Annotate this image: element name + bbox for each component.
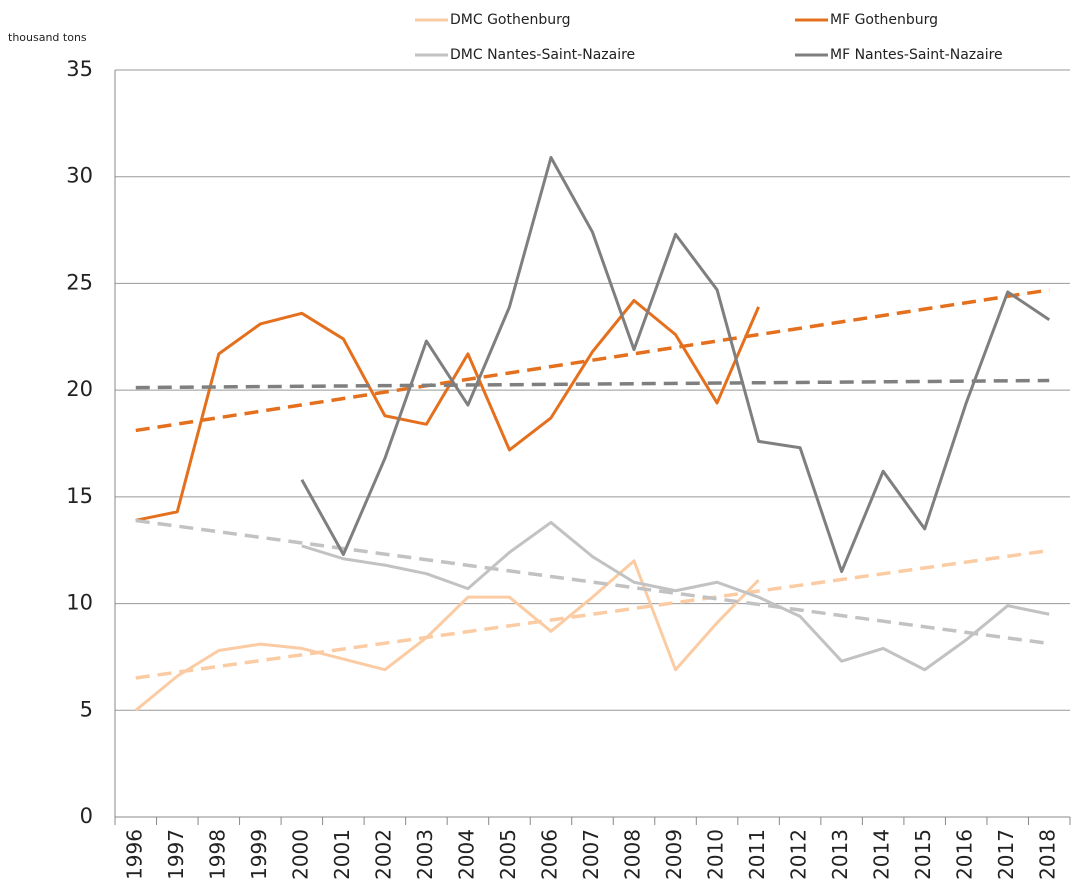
y-tick-label: 5 <box>80 697 93 721</box>
legend-label: DMC Gothenburg <box>450 12 571 28</box>
y-tick-label: 10 <box>66 591 93 615</box>
y-tick-label: 15 <box>66 484 93 508</box>
x-tick-label: 2018 <box>1036 829 1060 880</box>
trend-line <box>135 378 1050 390</box>
x-tick-label: 2003 <box>413 829 437 880</box>
x-tick-label: 2011 <box>745 829 769 880</box>
x-tick-label: 1999 <box>247 829 271 880</box>
y-tick-label: 30 <box>66 164 93 188</box>
y-tick-label: 20 <box>66 377 93 401</box>
series-line <box>135 299 760 522</box>
trend-line <box>135 548 1050 680</box>
series-line <box>301 520 1050 672</box>
x-tick-label: 2013 <box>828 829 852 880</box>
legend-label: DMC Nantes-Saint-Nazaire <box>450 47 635 63</box>
x-tick-label: 1996 <box>122 829 146 880</box>
x-tick-label: 1997 <box>164 829 188 880</box>
legend-label: MF Gothenburg <box>830 12 938 28</box>
trend-line <box>135 518 1050 646</box>
legend-label: MF Nantes-Saint-Nazaire <box>830 47 1003 63</box>
x-tick-label: 2015 <box>911 829 935 880</box>
x-tick-label: 2016 <box>953 829 977 880</box>
series-line <box>300 156 1051 574</box>
y-tick-label: 0 <box>80 804 93 828</box>
y-axis-label: thousand tons <box>8 31 87 44</box>
x-tick-label: 2014 <box>870 829 894 880</box>
x-tick-label: 2009 <box>662 829 686 880</box>
series-line <box>134 559 760 712</box>
trend-line <box>135 288 1050 433</box>
x-tick-label: 2000 <box>288 829 312 880</box>
y-tick-label: 25 <box>66 270 93 294</box>
x-tick-label: 2007 <box>579 829 603 880</box>
x-tick-label: 2010 <box>704 829 728 880</box>
x-tick-label: 2004 <box>454 829 478 880</box>
x-tick-label: 2012 <box>787 829 811 880</box>
x-tick-label: 2001 <box>330 829 354 880</box>
x-tick-label: 2008 <box>621 829 645 880</box>
x-tick-label: 2017 <box>994 829 1018 880</box>
x-tick-label: 2006 <box>537 829 561 880</box>
y-tick-label: 35 <box>66 57 93 81</box>
x-tick-label: 1998 <box>205 829 229 880</box>
x-tick-label: 2002 <box>371 829 395 880</box>
x-tick-label: 2005 <box>496 829 520 880</box>
